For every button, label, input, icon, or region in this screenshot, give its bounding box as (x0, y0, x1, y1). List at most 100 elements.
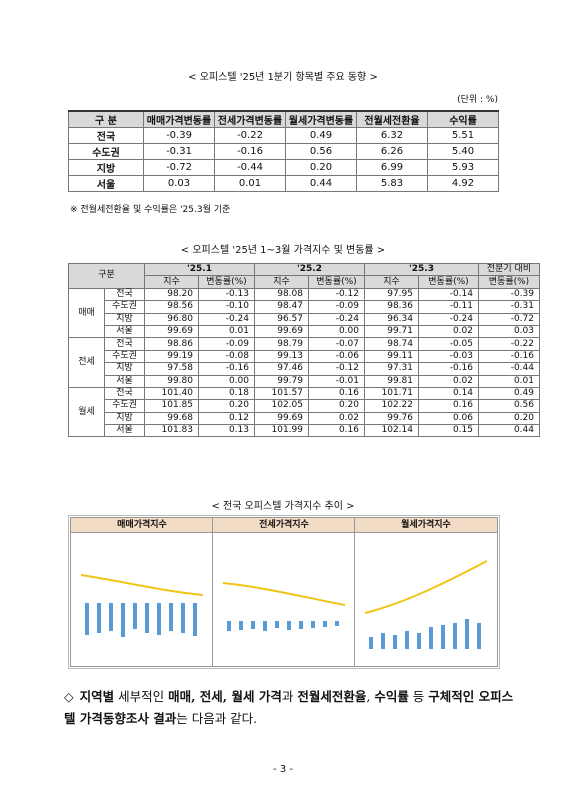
cell: 98.47 (254, 300, 309, 314)
row: 서울 101.83 0.13 101.99 0.16 102.14 0.15 0.44 (69, 424, 540, 438)
summary-text: 매매, 전세, 월세 가격 (168, 689, 282, 704)
row: 전세 전국 98.86 -0.09 98.79 -0.07 98.74 -0.05 -0.22 (68, 337, 540, 388)
summary-text: 수익률 (374, 689, 409, 704)
cell: 0.01 (198, 324, 255, 339)
cell: 99.80 (144, 374, 199, 388)
cell: 0.02 (418, 324, 479, 339)
cell: 101.71 (364, 386, 419, 401)
unit: (단위 : %) (457, 95, 498, 105)
cell: 0.20 (308, 399, 365, 413)
cell: 0.15 (418, 424, 479, 438)
group-cell: 월세 (68, 386, 105, 438)
cell: 5.40 (427, 143, 499, 160)
header-cell: 변동률(%) (418, 275, 479, 289)
chart-thumb: 매매가격지수 (70, 517, 214, 667)
page-number: - 3 - (273, 764, 293, 775)
chart-image (222, 582, 346, 631)
cell: -0.72 (143, 159, 215, 176)
cell: 6.99 (356, 159, 428, 176)
cell: 0.00 (198, 374, 255, 388)
cell: -0.12 (308, 362, 365, 376)
summary-text: 과 (281, 689, 298, 704)
cell: 5.51 (427, 127, 499, 144)
cell: 5.93 (427, 159, 499, 176)
cell: 102.05 (254, 399, 309, 413)
summary: ◇ 지역별 세부적인 매매, 전세, 월세 가격과 전월세전환율, 수익률 등 구… (64, 686, 514, 730)
header-cell: 변동률(%) (308, 275, 365, 289)
header-cell: 지수 (144, 275, 199, 289)
cell: 수도권 (104, 399, 145, 413)
cell: 4.92 (427, 175, 499, 192)
cell: 97.31 (364, 362, 419, 376)
header-cell: 지수 (254, 275, 309, 289)
summary-text: 등 (408, 689, 429, 704)
cell: 99.76 (364, 411, 419, 426)
header-cell: 매매가격변동률 (143, 110, 215, 128)
header-row: 구 분 매매가격변동률 전세가격변동률 월세가격변동률 전월세전환율 수익률 (68, 110, 499, 128)
summary-text: 는 다음과 같다. (176, 711, 258, 726)
header-cell: 전월세전환율 (356, 110, 428, 128)
row: 지방 99.68 0.12 99.69 0.02 99.76 0.06 0.20 (69, 411, 540, 426)
cell: -0.09 (198, 337, 255, 351)
cell: 0.49 (478, 386, 540, 401)
row: 서울 99.80 0.00 99.79 -0.01 99.81 0.02 0.01 (69, 374, 540, 388)
cell: 98.08 (254, 287, 309, 302)
row: 수도권 99.19 -0.08 99.13 -0.06 99.11 -0.03 -0.16 (69, 349, 540, 364)
header-cell: 전분기 대비 (478, 262, 540, 277)
cell: 수도권 (104, 300, 145, 314)
group-cell: 매매 (68, 287, 105, 339)
cell: 102.14 (364, 424, 419, 438)
cell: 전국 (104, 386, 145, 401)
cell: -0.03 (418, 349, 479, 364)
cell: 98.79 (254, 337, 309, 351)
cell: -0.22 (214, 127, 286, 144)
cell: 99.79 (254, 374, 309, 388)
row: 수도권 98.56 -0.10 98.47 -0.09 98.36 -0.11 -0.31 (69, 300, 540, 314)
cell: -0.11 (418, 300, 479, 314)
cell: 99.69 (254, 324, 309, 339)
cell: -0.24 (308, 312, 365, 326)
row: 지방 97.58 -0.16 97.46 -0.12 97.31 -0.16 -0.44 (69, 362, 540, 376)
cell: 전국 (104, 337, 145, 351)
cell: 0.20 (198, 399, 255, 413)
chart-image (364, 560, 488, 649)
row: 전국 -0.39 -0.22 0.49 6.32 5.51 (68, 127, 499, 144)
cell: -0.39 (478, 287, 540, 302)
cell: 96.80 (144, 312, 199, 326)
cell: -0.07 (308, 337, 365, 351)
cell: 지방 (68, 159, 144, 176)
cell: -0.05 (418, 337, 479, 351)
row: 서울 99.69 0.01 99.69 0.00 99.71 0.02 0.03 (69, 324, 540, 339)
trend-table: 구 분 매매가격변동률 전세가격변동률 월세가격변동률 전월세전환율 수익률 전국 -0.39… (68, 110, 499, 192)
section-title: < 전국 오피스텔 가격지수 추이 > (211, 501, 355, 512)
cell: 101.83 (144, 424, 199, 438)
cell: 101.57 (254, 386, 309, 401)
cell: -0.09 (308, 300, 365, 314)
cell: 0.16 (308, 424, 365, 438)
cell: -0.08 (198, 349, 255, 364)
cell: 0.44 (285, 175, 357, 192)
cell: -0.10 (198, 300, 255, 314)
cell: 0.01 (214, 175, 286, 192)
cell: 6.32 (356, 127, 428, 144)
header-cell: 구 분 (68, 110, 144, 128)
cell: 지방 (104, 312, 145, 326)
row: 지방 -0.72 -0.44 0.20 6.99 5.93 (68, 159, 499, 176)
cell: -0.31 (478, 300, 540, 314)
cell: 102.22 (364, 399, 419, 413)
header-cell: '25.2 (254, 262, 365, 277)
cell: 0.01 (478, 374, 540, 388)
section-title: < 오피스텔 '25년 1~3월 가격지수 및 변동률 > (180, 245, 386, 256)
cell: 0.49 (285, 127, 357, 144)
note: ※ 전월세전환율 및 수익률은 '25.3월 기준 (70, 205, 231, 215)
cell: 98.56 (144, 300, 199, 314)
cell: 99.69 (254, 411, 309, 426)
cell: 전국 (104, 287, 145, 302)
group-cell: 전세 (68, 337, 105, 388)
cell: -0.16 (478, 349, 540, 364)
cell: -0.39 (143, 127, 215, 144)
row: 지방 96.80 -0.24 96.57 -0.24 96.34 -0.24 -0.72 (69, 312, 540, 326)
cell: 99.69 (144, 324, 199, 339)
cell: 지방 (104, 362, 145, 376)
cell: 99.13 (254, 349, 309, 364)
